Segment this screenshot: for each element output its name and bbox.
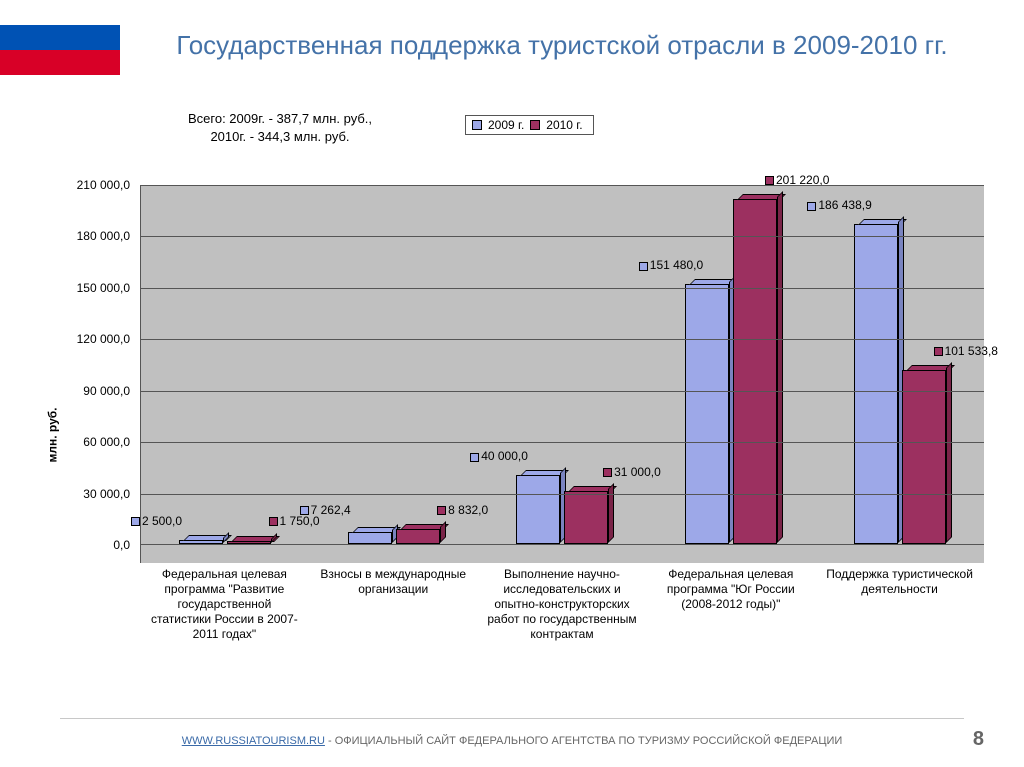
- x-axis-label: Взносы в международные организации: [309, 567, 478, 642]
- gridline: [141, 185, 984, 186]
- subtitle: Всего: 2009г. - 387,7 млн. руб., 2010г. …: [130, 110, 430, 146]
- footer-link[interactable]: WWW.RUSSIATOURISM.RU: [182, 735, 325, 747]
- gridline: [141, 391, 984, 392]
- footer-divider: [60, 718, 964, 719]
- y-tick: 60 000,0: [83, 435, 130, 449]
- value-label-2009: 7 262,4: [300, 503, 351, 517]
- bar-2009: [179, 540, 223, 544]
- legend-label-2010: 2010 г.: [546, 118, 582, 132]
- value-label-2010: 101 533,8: [934, 344, 998, 358]
- bar-2010: [733, 199, 777, 544]
- flag-decoration: [0, 0, 120, 75]
- legend-swatch-2010: [530, 120, 540, 130]
- bar-2010: [227, 541, 271, 544]
- subtitle-line2: 2010г. - 344,3 млн. руб.: [210, 129, 349, 144]
- bar-2009: [685, 284, 729, 544]
- bar-2010: [902, 370, 946, 544]
- value-label-2009: 40 000,0: [470, 449, 528, 463]
- y-tick: 90 000,0: [83, 384, 130, 398]
- bar-2009: [854, 224, 898, 544]
- bar-group: 7 262,48 832,0: [310, 185, 479, 544]
- value-label-2009: 2 500,0: [131, 514, 182, 528]
- y-axis-label: млн. руб.: [46, 407, 60, 462]
- y-tick: 150 000,0: [77, 281, 130, 295]
- y-tick: 210 000,0: [77, 178, 130, 192]
- x-axis-label: Выполнение научно-исследовательских и оп…: [478, 567, 647, 642]
- gridline: [141, 288, 984, 289]
- bar-2009: [348, 532, 392, 544]
- bar-group: 151 480,0201 220,0: [647, 185, 816, 544]
- chart: млн. руб. 0,030 000,060 000,090 000,0120…: [60, 185, 984, 685]
- value-label-2009: 186 438,9: [807, 198, 871, 212]
- legend-swatch-2009: [472, 120, 482, 130]
- bar-group: 40 000,031 000,0: [478, 185, 647, 544]
- x-axis-label: Федеральная целевая программа "Развитие …: [140, 567, 309, 642]
- chart-floor: [140, 545, 984, 563]
- y-axis-ticks: 0,030 000,060 000,090 000,0120 000,0150 …: [60, 185, 135, 545]
- y-tick: 120 000,0: [77, 332, 130, 346]
- gridline: [141, 236, 984, 237]
- footer: WWW.RUSSIATOURISM.RU - ОФИЦИАЛЬНЫЙ САЙТ …: [0, 735, 1024, 747]
- gridline: [141, 339, 984, 340]
- plot-area: 2 500,01 750,07 262,48 832,040 000,031 0…: [140, 185, 984, 545]
- gridline: [141, 442, 984, 443]
- subtitle-line1: Всего: 2009г. - 387,7 млн. руб.,: [188, 111, 372, 126]
- value-label-2009: 151 480,0: [639, 258, 703, 272]
- chart-legend: 2009 г. 2010 г.: [465, 115, 594, 135]
- bar-2009: [516, 475, 560, 544]
- y-tick: 30 000,0: [83, 487, 130, 501]
- x-axis-label: Поддержка туристической деятельности: [815, 567, 984, 642]
- y-tick: 180 000,0: [77, 229, 130, 243]
- gridline: [141, 494, 984, 495]
- x-axis-label: Федеральная целевая программа "Юг России…: [646, 567, 815, 642]
- page-number: 8: [973, 728, 984, 751]
- bar-group: 2 500,01 750,0: [141, 185, 310, 544]
- slide-title: Государственная поддержка туристской отр…: [120, 30, 1004, 61]
- legend-label-2009: 2009 г.: [488, 118, 524, 132]
- footer-text: - ОФИЦИАЛЬНЫЙ САЙТ ФЕДЕРАЛЬНОГО АГЕНТСТВ…: [325, 735, 842, 747]
- x-axis-labels: Федеральная целевая программа "Развитие …: [140, 567, 984, 642]
- bar-2010: [564, 491, 608, 544]
- bar-group: 186 438,9101 533,8: [815, 185, 984, 544]
- bar-2010: [396, 529, 440, 544]
- y-tick: 0,0: [113, 538, 130, 552]
